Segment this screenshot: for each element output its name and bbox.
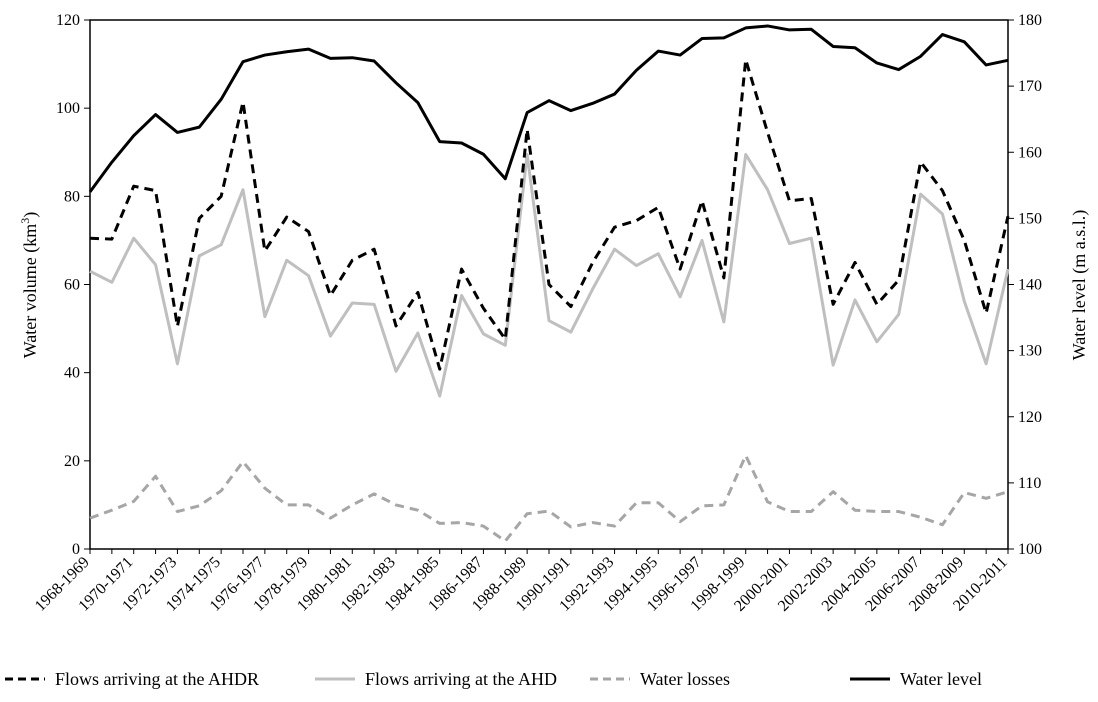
y2-tick-label: 160 xyxy=(1018,144,1042,161)
series-line-3 xyxy=(88,24,1009,193)
y2-tick-label: 130 xyxy=(1018,343,1042,360)
y2-tick-label: 150 xyxy=(1018,210,1042,227)
y-tick-label: 80 xyxy=(64,188,80,205)
legend-label-3: Water level xyxy=(900,669,982,689)
legend-label-0: Flows arriving at the AHDR xyxy=(55,669,259,689)
series-layer xyxy=(88,24,1010,543)
y-tick-label: 20 xyxy=(64,453,80,470)
legend-label-2: Water losses xyxy=(640,669,730,689)
y2-tick-label: 100 xyxy=(1018,541,1042,558)
y2-tick-label: 180 xyxy=(1018,12,1042,29)
y2-axis-title: Water level (m a.s.l.) xyxy=(1069,210,1090,361)
y-tick-label: 40 xyxy=(64,365,80,382)
y2-tick-label: 110 xyxy=(1018,475,1041,492)
y-tick-label: 60 xyxy=(64,277,80,294)
y2-tick-label: 170 xyxy=(1018,78,1042,95)
y-tick-label: 100 xyxy=(56,100,80,117)
axis-layer: 0 20 40 60 80 100 120 100 110 120 130 140 150 160 170 1… xyxy=(32,12,1042,615)
series-line-2 xyxy=(89,454,1009,543)
y2-tick-label: 140 xyxy=(1018,277,1042,294)
y-axis-title: Water volume (km3) xyxy=(18,212,41,359)
y2-tick-label: 120 xyxy=(1018,409,1042,426)
legend-label-1: Flows arriving at the AHD xyxy=(365,669,557,689)
series-line-0 xyxy=(89,58,1010,371)
y-tick-label: 0 xyxy=(72,541,80,558)
legend: Flows arriving at the AHDR Flows arriving… xyxy=(5,669,982,689)
series-line-1 xyxy=(89,152,1010,398)
y-tick-label: 120 xyxy=(56,12,80,29)
